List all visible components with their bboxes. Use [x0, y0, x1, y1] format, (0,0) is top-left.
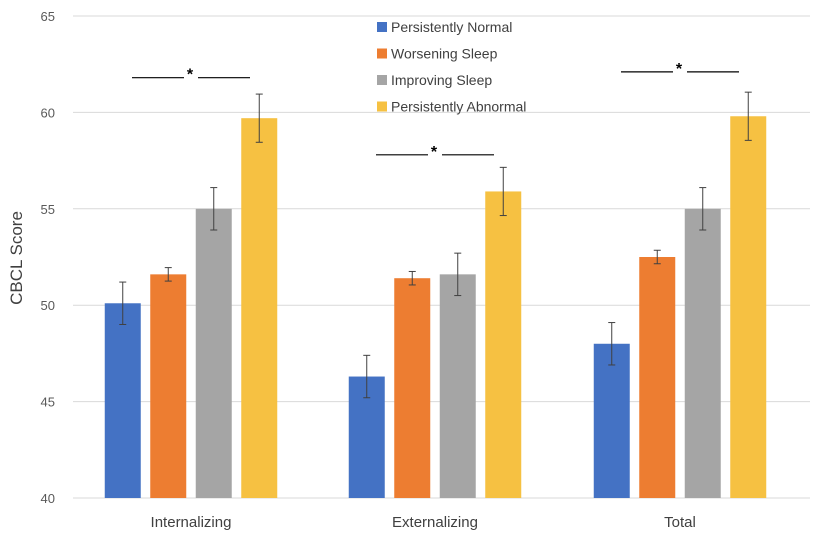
legend-swatch — [377, 22, 387, 32]
error-bar-internalizing-persistently-normal — [119, 281, 127, 325]
error-bars — [119, 91, 752, 399]
x-tick-label-externalizing: Externalizing — [392, 514, 478, 531]
bar-total-worsening-sleep — [639, 257, 676, 498]
significance-annotations: * * * — [132, 61, 739, 161]
error-bar-externalizing-worsening-sleep — [408, 270, 416, 286]
y-tick-label-60: 60 — [41, 105, 55, 120]
bar-total-persistently-normal — [593, 343, 630, 498]
y-tick-label-50: 50 — [41, 298, 55, 313]
x-tick-label-total: Total — [664, 514, 696, 531]
error-bar-externalizing-persistently-abnormal — [499, 166, 507, 217]
bar-total-persistently-abnormal — [730, 116, 767, 499]
error-bar-externalizing-persistently-normal — [363, 354, 371, 399]
y-axis-title: CBCL Score — [7, 211, 26, 305]
legend-item-persistently-abnormal: Persistently Abnormal — [377, 99, 526, 115]
bar-externalizing-worsening-sleep — [394, 278, 431, 498]
legend-label: Worsening Sleep — [391, 46, 498, 62]
x-axis-category-labels: Internalizing Externalizing Total — [151, 514, 696, 531]
legend-item-improving-sleep: Improving Sleep — [377, 72, 492, 88]
error-bar-internalizing-worsening-sleep — [164, 267, 172, 282]
legend-item-worsening-sleep: Worsening Sleep — [377, 46, 498, 62]
error-bar-total-persistently-abnormal — [744, 91, 752, 141]
legend: Persistently Normal Worsening Sleep Improv… — [377, 19, 526, 115]
bar-internalizing-persistently-abnormal — [241, 118, 278, 499]
significance-star: * — [187, 67, 194, 84]
legend-label: Persistently Normal — [391, 19, 512, 35]
bar-internalizing-worsening-sleep — [150, 274, 187, 498]
significance-star: * — [431, 144, 438, 161]
error-bar-externalizing-improving-sleep — [454, 252, 462, 297]
bar-externalizing-persistently-abnormal — [485, 191, 522, 498]
significance-star: * — [676, 61, 683, 78]
significance-bracket-total: * — [621, 61, 739, 78]
significance-bracket-internalizing: * — [132, 67, 250, 84]
bar-total-improving-sleep — [684, 208, 721, 499]
y-tick-label-65: 65 — [41, 9, 55, 24]
y-tick-label-40: 40 — [41, 491, 55, 506]
bar-externalizing-improving-sleep — [439, 274, 476, 498]
bars — [104, 116, 767, 499]
error-bar-internalizing-persistently-abnormal — [255, 93, 263, 143]
bar-internalizing-persistently-normal — [104, 303, 141, 498]
bar-internalizing-improving-sleep — [195, 208, 232, 499]
error-bar-total-improving-sleep — [699, 187, 707, 231]
legend-item-persistently-normal: Persistently Normal — [377, 19, 512, 35]
error-bar-total-persistently-normal — [608, 322, 616, 366]
legend-swatch — [377, 75, 387, 85]
error-bar-internalizing-improving-sleep — [210, 187, 218, 231]
x-tick-label-internalizing: Internalizing — [151, 514, 232, 531]
significance-bracket-externalizing: * — [376, 144, 494, 161]
legend-swatch — [377, 48, 387, 59]
legend-label: Improving Sleep — [391, 72, 492, 88]
error-bar-total-worsening-sleep — [653, 249, 661, 265]
legend-swatch — [377, 101, 387, 112]
y-axis: 40 45 50 55 60 65 — [41, 9, 55, 506]
y-tick-label-45: 45 — [41, 395, 55, 410]
legend-label: Persistently Abnormal — [391, 99, 526, 115]
y-tick-label-55: 55 — [41, 202, 55, 217]
